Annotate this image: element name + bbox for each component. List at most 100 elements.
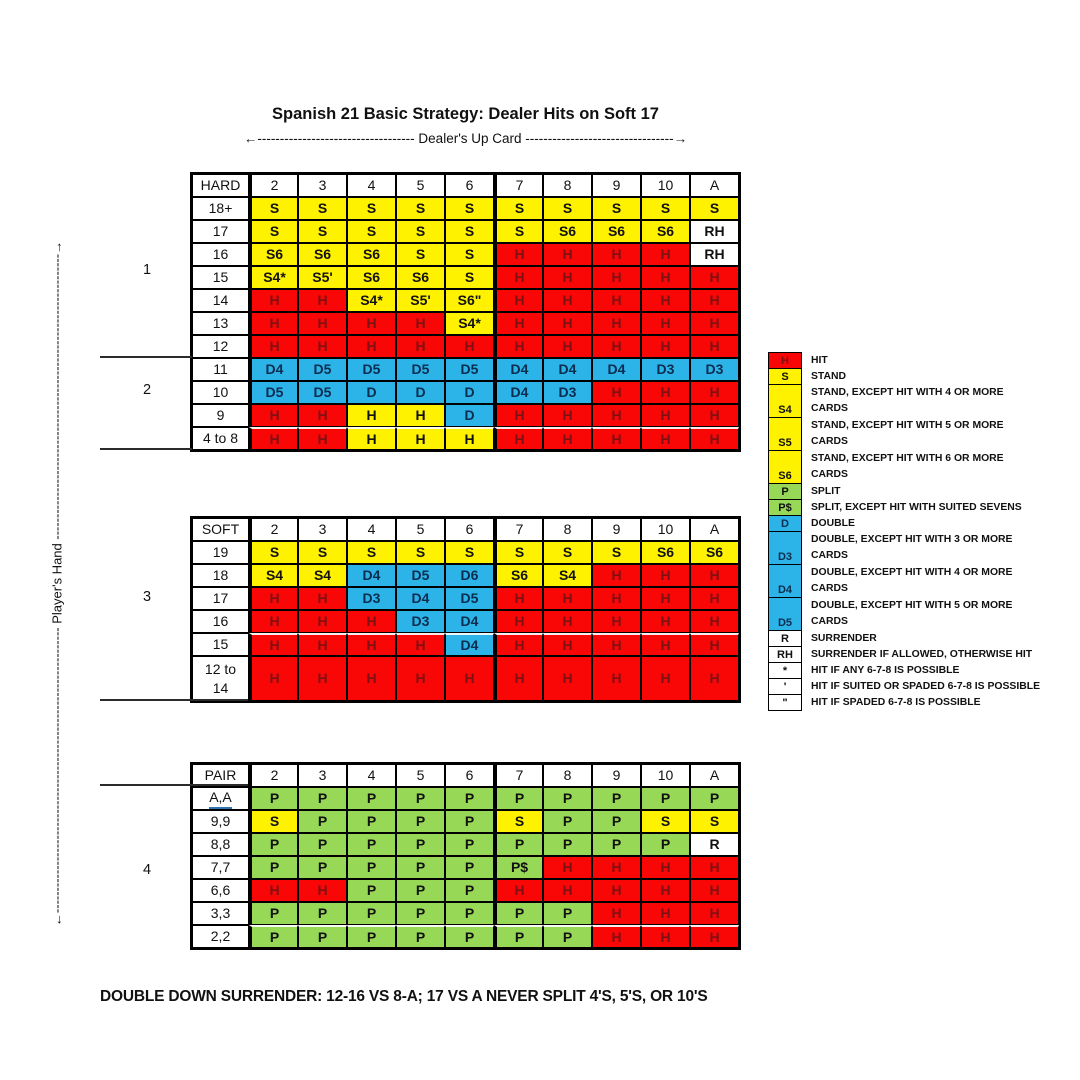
player-hand-label: 7,7 [192, 856, 249, 879]
legend-code-swatch: H [768, 352, 802, 369]
legend-row: D3 DOUBLE, EXCEPT HIT WITH 3 OR MORE CARD… [768, 531, 1040, 565]
strategy-cell: P [543, 787, 592, 810]
strategy-cell: H [592, 312, 641, 335]
strategy-cell: S4* [347, 289, 396, 312]
legend-row: S STAND [768, 368, 1040, 385]
strategy-cell: S [445, 197, 494, 220]
strategy-cell: H [445, 656, 494, 701]
strategy-cell: S [396, 541, 445, 564]
dealer-card-header: 10 [641, 764, 690, 787]
footnote: DOUBLE DOWN SURRENDER: 12-16 VS 8-A; 17 … [100, 988, 708, 1005]
strategy-cell: S4 [298, 564, 347, 587]
strategy-cell: H [641, 312, 690, 335]
strategy-cell: H [494, 335, 543, 358]
strategy-cell: S4 [543, 564, 592, 587]
player-hand-label: 13 [192, 312, 249, 335]
strategy-cell: H [690, 856, 739, 879]
dealer-card-header: 8 [543, 764, 592, 787]
strategy-cell: S6 [641, 220, 690, 243]
dealer-card-header: 9 [592, 518, 641, 541]
strategy-cell: P [396, 856, 445, 879]
strategy-cell: H [494, 879, 543, 902]
legend-row: D DOUBLE [768, 515, 1040, 532]
strategy-cell: S6 [592, 220, 641, 243]
strategy-cell: D3 [690, 358, 739, 381]
strategy-cell: H [445, 335, 494, 358]
legend-code-swatch: D5 [768, 597, 802, 631]
strategy-cell: H [641, 925, 690, 948]
table-corner-header: HARD [192, 174, 249, 197]
strategy-cell: H [249, 427, 298, 450]
strategy-cell: S [445, 220, 494, 243]
legend-code-swatch: S4 [768, 384, 802, 418]
strategy-cell: H [249, 312, 298, 335]
strategy-cell: D4 [543, 358, 592, 381]
dealer-card-header: 10 [641, 174, 690, 197]
strategy-cell: S [494, 810, 543, 833]
strategy-cell: H [298, 289, 347, 312]
strategy-cell: H [641, 266, 690, 289]
strategy-cell: P [396, 833, 445, 856]
strategy-cell: H [494, 266, 543, 289]
player-hand-label: 9 [192, 404, 249, 427]
strategy-cell: H [298, 587, 347, 610]
strategy-cell: D4 [396, 587, 445, 610]
legend-description: DOUBLE, EXCEPT HIT WITH 5 OR MORE CARDS [811, 600, 1013, 627]
dealer-card-header: 10 [641, 518, 690, 541]
player-hand-label: 14 [192, 289, 249, 312]
strategy-cell: P [249, 833, 298, 856]
dealer-card-header: 9 [592, 174, 641, 197]
legend-row: RH SURRENDER IF ALLOWED, OTHERWISE HIT [768, 646, 1040, 663]
strategy-cell: RH [690, 220, 739, 243]
legend-code-swatch: RH [768, 646, 802, 663]
legend-row: D5 DOUBLE, EXCEPT HIT WITH 5 OR MORE CARD… [768, 597, 1040, 631]
strategy-cell: P [445, 879, 494, 902]
strategy-cell: H [347, 610, 396, 633]
strategy-cell: S [298, 220, 347, 243]
strategy-cell: H [690, 312, 739, 335]
strategy-cell: H [543, 856, 592, 879]
strategy-cell: H [396, 312, 445, 335]
strategy-cell: S [249, 197, 298, 220]
legend-description: SPLIT, EXCEPT HIT WITH SUITED SEVENS [811, 501, 1022, 513]
legend-row: R SURRENDER [768, 630, 1040, 647]
strategy-cell: S [592, 197, 641, 220]
strategy-cell: H [641, 564, 690, 587]
strategy-cell: H [494, 587, 543, 610]
strategy-cell: P [396, 787, 445, 810]
strategy-cell: H [396, 404, 445, 427]
legend-code-swatch: ' [768, 678, 802, 695]
strategy-cell: H [592, 902, 641, 925]
player-hand-label: 3,3 [192, 902, 249, 925]
legend-code-swatch: P$ [768, 499, 802, 516]
legend-description: DOUBLE [811, 517, 855, 529]
legend-code-swatch: S [768, 368, 802, 385]
strategy-cell: D4 [494, 381, 543, 404]
strategy-cell: S [249, 541, 298, 564]
strategy-cell: P [298, 833, 347, 856]
strategy-cell: D4 [494, 358, 543, 381]
strategy-cell: H [298, 404, 347, 427]
strategy-cell: P [543, 810, 592, 833]
legend-description: STAND, EXCEPT HIT WITH 5 OR MORE CARDS [811, 420, 1004, 447]
player-hand-label: 18 [192, 564, 249, 587]
strategy-cell: H [690, 610, 739, 633]
pairs-table: PAIR 2 3 4 5 6 7 8 9 10 A A,A P P P P P P P P P P 9,9 S P P P P S P P S… [190, 762, 741, 950]
strategy-cell: P [347, 902, 396, 925]
strategy-cell: D4 [445, 610, 494, 633]
strategy-cell: D [396, 381, 445, 404]
strategy-cell: P [249, 856, 298, 879]
strategy-cell: H [690, 879, 739, 902]
strategy-cell: P [347, 810, 396, 833]
strategy-cell: H [494, 289, 543, 312]
strategy-cell: H [690, 633, 739, 656]
strategy-cell: H [543, 312, 592, 335]
strategy-cell: S6 [249, 243, 298, 266]
strategy-cell: D5 [347, 358, 396, 381]
strategy-cell: H [347, 335, 396, 358]
strategy-cell: H [690, 335, 739, 358]
hard-totals-table: HARD 2 3 4 5 6 7 8 9 10 A 18+ S S S S S S S S S S 17 S S S S S S S6 S6… [190, 172, 741, 452]
strategy-cell: P [543, 902, 592, 925]
dealer-card-header: 2 [249, 764, 298, 787]
strategy-cell: H [592, 335, 641, 358]
